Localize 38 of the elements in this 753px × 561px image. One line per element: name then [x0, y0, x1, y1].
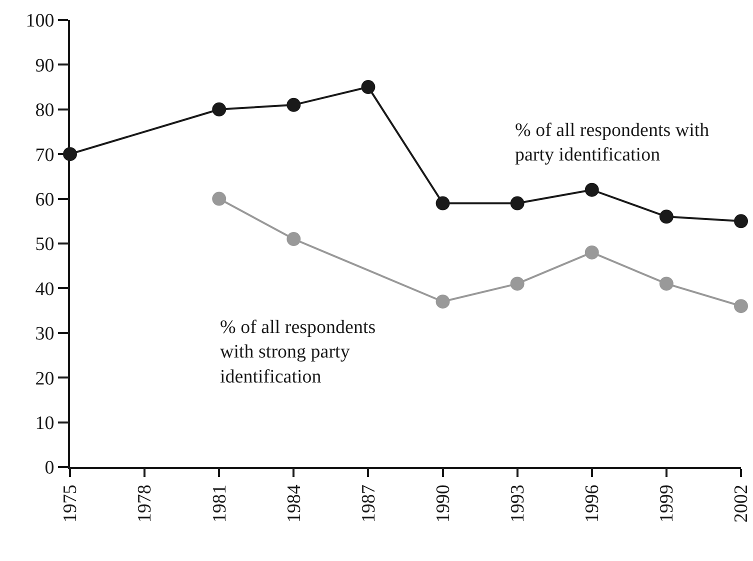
point [584, 245, 599, 260]
point [584, 182, 599, 197]
x-tick-label: 1981 [209, 484, 230, 523]
y-tick-label: 80 [35, 100, 54, 122]
point [734, 214, 748, 228]
x-tick-label: 1987 [358, 484, 380, 523]
y-tick-label: 100 [26, 10, 54, 32]
y-tick-label: 60 [35, 189, 54, 210]
point [436, 294, 450, 309]
point [659, 276, 674, 291]
point [212, 192, 226, 206]
x-tick-label: 2002 [731, 484, 752, 523]
point [286, 232, 301, 246]
y-tick-label: 0 [44, 458, 54, 479]
point [286, 98, 301, 112]
point [361, 80, 376, 94]
x-tick-label: 1984 [284, 484, 305, 523]
x-tick-label: 1993 [508, 484, 529, 523]
point [212, 102, 226, 116]
point [436, 196, 450, 210]
text: % of all respondents with strong party identification [220, 317, 376, 388]
x-tick-label: 1975 [60, 484, 82, 523]
y-tick-label: 70 [35, 144, 54, 166]
x-tick-label: 1978 [134, 484, 156, 523]
y-tick-label: 10 [35, 412, 54, 434]
x-tick-label: 1996 [582, 484, 604, 523]
series-label: % of all respondents with party identification [515, 120, 710, 166]
point [510, 276, 524, 291]
point [510, 196, 524, 210]
x-tick-label: 1990 [432, 484, 454, 523]
y-tick-label: 20 [35, 368, 54, 390]
y-tick-label: 90 [35, 55, 54, 76]
point [659, 210, 674, 224]
point [734, 299, 748, 314]
x-tick-label: 1999 [656, 484, 678, 523]
y-tick-label: 40 [35, 278, 54, 300]
y-tick-label: 50 [35, 234, 54, 256]
y-tick-label: 30 [35, 324, 54, 345]
